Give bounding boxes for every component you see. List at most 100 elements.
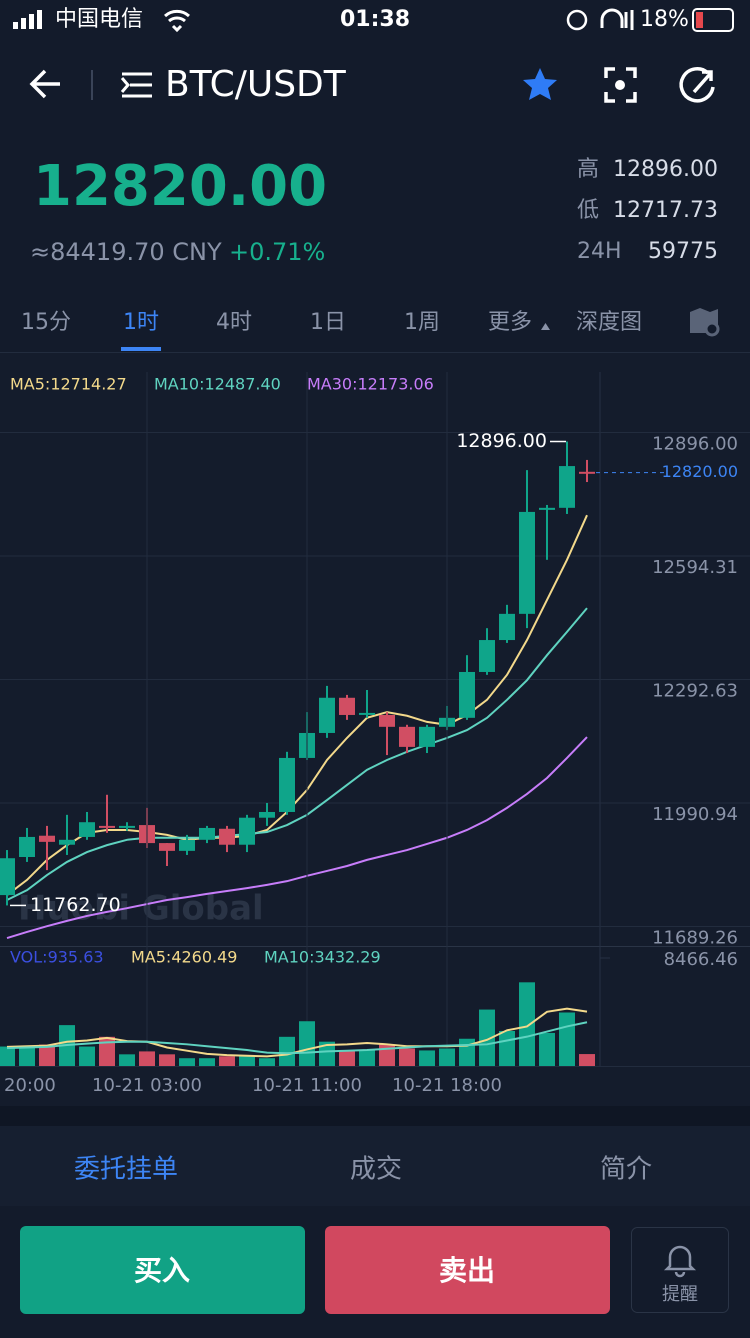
candle-body (539, 507, 555, 510)
y-tick-label: 8466.46 (664, 949, 738, 970)
volume-bar (439, 1048, 455, 1066)
candle-body (359, 712, 375, 715)
volume-panel (0, 947, 750, 1106)
battery-level (696, 12, 703, 28)
volume-bar (179, 1058, 195, 1066)
battery-percent: 18% (640, 7, 689, 32)
candle-body (99, 825, 115, 828)
buy-button[interactable] (20, 1226, 305, 1314)
candle-body (579, 471, 595, 474)
interval-tab[interactable]: 15分 (21, 310, 71, 335)
last-price-box (665, 461, 741, 484)
volume-bar (219, 1056, 235, 1066)
volume-bar (319, 1041, 335, 1066)
carrier: 中国电信 (55, 7, 143, 32)
share-button[interactable] (679, 67, 715, 103)
menu-icon[interactable] (120, 72, 152, 98)
order-tab[interactable]: 简介 (600, 1155, 652, 1185)
stat-label: 低 (577, 198, 599, 223)
favorite-star[interactable] (523, 68, 557, 100)
change-percent: +0.71% (229, 238, 325, 266)
stat-value: 59775 (648, 239, 718, 264)
volume-bar (399, 1048, 415, 1066)
candle-body (19, 836, 35, 858)
volume-bar (159, 1054, 175, 1066)
candle-body (399, 726, 415, 747)
ma-line (6, 514, 588, 896)
candle-body (79, 822, 95, 837)
sell-label: 卖出 (439, 1254, 495, 1287)
candle-body (0, 858, 15, 896)
x-tick-label: 10-21 11:00 (252, 1075, 362, 1096)
volume-bar (99, 1036, 115, 1066)
x-tick-label: 20:00 (4, 1075, 56, 1096)
interval-tab[interactable]: 更多 (488, 310, 532, 335)
volume-bar (559, 1012, 575, 1066)
low-label: 11762.70 (30, 894, 121, 916)
candle-body (459, 671, 475, 718)
alert-button[interactable] (631, 1227, 729, 1313)
kline-chart: 12896.00 12594.31 12292.63 11990.94 11689.26… (0, 353, 750, 1106)
sell-button[interactable] (325, 1226, 610, 1314)
volume-bar (419, 1050, 435, 1066)
buy-label: 买入 (134, 1254, 190, 1287)
volume-bar (239, 1056, 255, 1066)
y-tick-label: 12594.31 (652, 557, 738, 578)
legend-entry: MA30:12173.06 (307, 375, 434, 394)
candle-body (219, 828, 235, 845)
lock-icon (566, 9, 588, 31)
candle-body (59, 839, 75, 845)
candle-body (39, 835, 55, 842)
legend-entry: MA5:12714.27 (10, 375, 127, 394)
order-tab[interactable]: 成交 (350, 1155, 402, 1185)
y-tick-label: 11990.94 (652, 804, 738, 825)
settings-gear (704, 321, 720, 337)
candle-body (419, 726, 435, 747)
share-arrow (692, 70, 713, 94)
candle-body (199, 827, 215, 840)
volume-bar (39, 1044, 55, 1066)
candle-body (479, 640, 495, 672)
back-button[interactable] (29, 69, 60, 99)
interval-tab-active[interactable]: 1时 (123, 310, 159, 335)
candle-body (179, 839, 195, 851)
candle-body (319, 697, 335, 733)
x-tick-label: 10-21 03:00 (92, 1075, 202, 1096)
volume-bar (299, 1021, 315, 1066)
candle-body (519, 511, 535, 614)
scan-button[interactable] (604, 67, 637, 103)
order-tabs-bar (0, 1126, 750, 1206)
alert-label: 提醒 (662, 1284, 698, 1305)
y-tick-label: 12292.63 (652, 681, 738, 702)
signal-icon (13, 10, 42, 29)
candle-body (339, 697, 355, 715)
ma-line (6, 1021, 588, 1055)
interval-tab[interactable]: 1周 (404, 310, 440, 335)
interval-tab[interactable]: 深度图 (576, 310, 642, 335)
scan-dot (615, 80, 625, 90)
volume-bar (259, 1058, 275, 1066)
interval-tab[interactable]: 4时 (216, 310, 252, 335)
price-panel (0, 353, 750, 946)
volume-bar (0, 1046, 15, 1066)
y-tick-label: 11689.26 (652, 927, 738, 948)
order-tab-active[interactable]: 委托挂单 (74, 1155, 178, 1185)
last-price-label: 12820.00 (662, 462, 738, 481)
volume-bar (359, 1050, 375, 1066)
legend-entry: MA10:3432.29 (264, 948, 381, 967)
interval-tab[interactable]: 1日 (310, 310, 346, 335)
volume-bar (339, 1051, 355, 1066)
candle-body (379, 714, 395, 727)
legend-entry: MA5:4260.49 (131, 948, 237, 967)
volume-bar (499, 1030, 515, 1066)
volume-bar (19, 1046, 35, 1066)
legend-entry: VOL:935.63 (10, 948, 104, 967)
volume-bar (139, 1051, 155, 1066)
volume-bar (519, 982, 535, 1066)
wifi-icon (164, 9, 190, 33)
last-price: 12820.00 (33, 154, 327, 219)
headphone-icon (600, 8, 634, 30)
bell-icon (663, 1245, 697, 1278)
candle-body (279, 757, 295, 812)
